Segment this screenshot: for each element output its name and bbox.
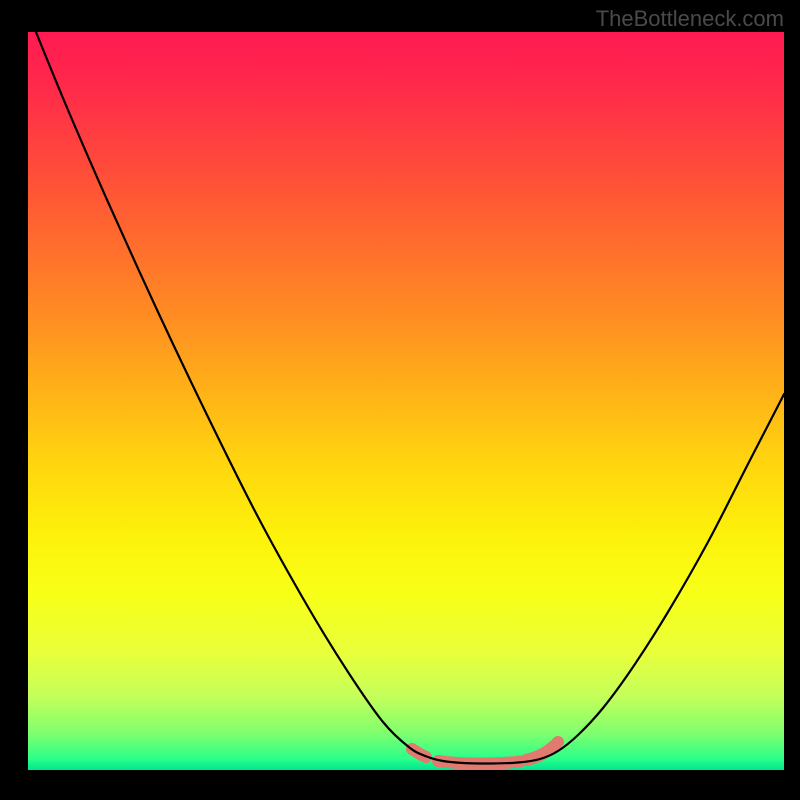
watermark-text: TheBottleneck.com [596,6,784,32]
bottleneck-curve [28,32,784,770]
plot-area [28,32,784,770]
